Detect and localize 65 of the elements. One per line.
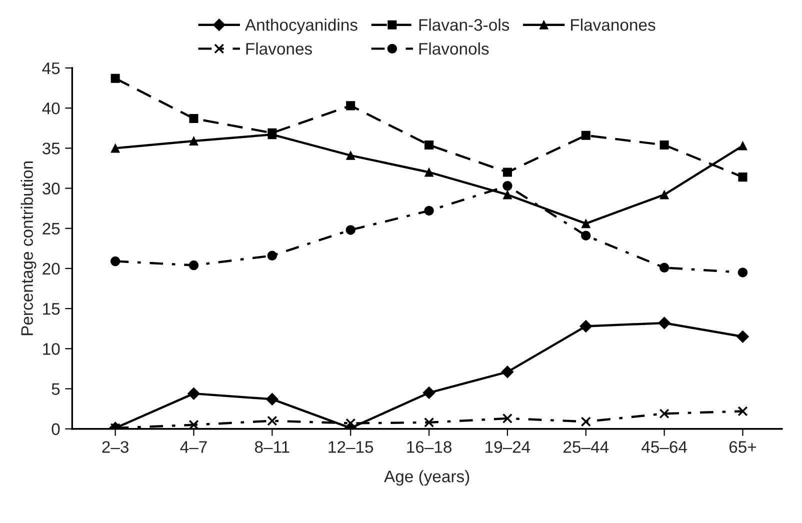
point [110,74,120,83]
point [188,260,199,270]
y-tick-label: 20 [42,262,60,275]
point [738,268,748,278]
point [424,168,434,177]
point [346,101,356,110]
point [267,416,278,426]
point [581,219,590,228]
legend-label: Flavones [246,42,312,55]
y-tick-label: 5 [52,383,60,395]
point [346,225,356,235]
point [424,206,434,216]
point [581,130,590,140]
legend-label: Flavonols [419,42,489,55]
point [188,420,199,429]
point [502,168,512,177]
x-tick-label: 45–64 [642,441,687,453]
legend-label: Flavanones [571,18,656,31]
y-tick-label: 10 [43,343,60,355]
point [581,230,591,240]
x-tick-label: 65+ [729,441,756,453]
x-tick-label: 4–7 [180,441,207,453]
point [502,181,512,191]
point [660,190,669,200]
y-tick-label: 30 [42,182,60,194]
y-tick-label: 25 [42,222,60,235]
point [738,172,748,182]
y-tick-label: 45 [42,62,60,74]
point [580,416,591,427]
x-tick-label: 12–15 [328,441,374,453]
point [267,250,278,261]
point [660,140,669,150]
point [502,190,512,200]
point [659,408,670,419]
x-axis-title: Age (years) [384,470,470,486]
point [738,406,748,416]
y-tick-label: 40 [42,102,60,114]
point [266,392,278,406]
point [189,114,198,124]
point [424,417,434,428]
legend-label: Flavan-3-ols [419,18,510,31]
point [502,413,513,424]
point [110,256,120,266]
point [659,262,670,273]
point [110,144,120,153]
point [422,386,436,400]
point [501,366,514,378]
legend-label: Anthocyanidins [244,18,358,34]
x-tick-label: 19–24 [486,441,530,453]
point [658,316,671,330]
y-tick-label: 0 [52,423,60,436]
point [189,136,198,146]
point [736,330,749,343]
y-tick-label: 15 [43,303,60,315]
x-tick-label: 25–44 [564,441,609,453]
point [738,141,748,150]
y-axis-title: Percentage contribution [20,161,36,336]
y-tick-label: 35 [42,142,60,154]
x-tick-label: 8–11 [254,441,290,453]
x-tick-label: 16–18 [407,441,452,453]
point [424,140,434,150]
point [580,320,592,332]
point [188,387,200,400]
point [346,150,356,160]
x-tick-label: 2–3 [102,441,128,453]
